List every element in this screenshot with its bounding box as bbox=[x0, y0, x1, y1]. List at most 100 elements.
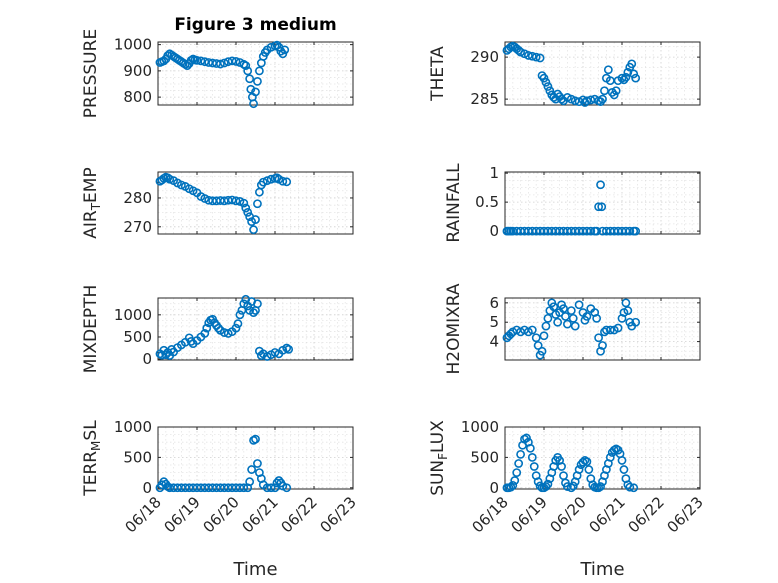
data-point bbox=[282, 177, 292, 187]
y-tick-label: 285 bbox=[470, 90, 499, 108]
y-tick-label: 500 bbox=[123, 328, 152, 346]
data-point bbox=[611, 86, 621, 96]
data-point bbox=[272, 40, 282, 50]
data-point bbox=[165, 174, 175, 184]
data-point bbox=[231, 323, 241, 333]
subplot-mixdepth: 0 500 1000 MIXDEPTH bbox=[81, 285, 354, 374]
x-axis-label: Time bbox=[579, 559, 624, 580]
data-point bbox=[621, 72, 631, 82]
y-tick-label: 270 bbox=[123, 218, 152, 236]
data-point bbox=[256, 351, 266, 360]
y-axis-label: THETA bbox=[428, 46, 448, 102]
data-point bbox=[568, 481, 578, 491]
data-point bbox=[533, 341, 543, 350]
data-point bbox=[253, 299, 262, 309]
data-point bbox=[243, 207, 253, 217]
data-point bbox=[559, 304, 568, 314]
data-point bbox=[196, 56, 206, 66]
x-axis-label: Time bbox=[232, 559, 277, 580]
data-point bbox=[262, 176, 272, 186]
data-point bbox=[603, 65, 613, 75]
data-point bbox=[253, 459, 262, 468]
data-point bbox=[605, 452, 615, 462]
data-point bbox=[239, 198, 249, 208]
data-point bbox=[617, 313, 627, 323]
data-point bbox=[215, 59, 225, 69]
y-tick-label: 0 bbox=[489, 479, 499, 497]
data-point bbox=[512, 468, 522, 477]
data-point bbox=[241, 61, 251, 71]
data-point bbox=[578, 457, 588, 467]
y-axis-label: MIXDEPTH bbox=[81, 285, 101, 374]
data-point bbox=[592, 226, 602, 236]
data-point bbox=[568, 313, 578, 323]
data-point bbox=[631, 226, 641, 236]
data-point bbox=[506, 329, 516, 339]
data-point bbox=[609, 90, 619, 100]
data-point bbox=[527, 325, 537, 335]
data-point bbox=[510, 476, 520, 485]
y-axis-label: RAINFALL bbox=[444, 163, 464, 243]
data-point bbox=[245, 74, 255, 84]
data-point bbox=[596, 482, 605, 491]
data-point bbox=[623, 306, 633, 315]
data-point bbox=[227, 195, 237, 205]
data-point bbox=[545, 86, 555, 96]
data-point bbox=[592, 313, 602, 323]
data-point bbox=[516, 449, 525, 459]
y-tick-label: 0 bbox=[489, 222, 499, 240]
data-point bbox=[598, 94, 607, 104]
data-point bbox=[543, 479, 553, 489]
data-point bbox=[246, 84, 256, 94]
y-tick-label: 0.5 bbox=[475, 193, 499, 211]
data-point bbox=[249, 308, 258, 318]
data-point bbox=[253, 199, 262, 209]
data-point bbox=[176, 180, 186, 190]
data-point bbox=[531, 333, 541, 343]
data-point bbox=[522, 433, 531, 443]
data-point bbox=[543, 313, 553, 323]
data-point bbox=[245, 477, 255, 487]
y-tick-label: 1000 bbox=[114, 306, 152, 324]
data-point bbox=[629, 483, 639, 493]
y-tick-label: 5 bbox=[489, 313, 499, 331]
y-tick-label: 800 bbox=[123, 88, 152, 106]
data-point bbox=[586, 226, 596, 236]
data-point bbox=[623, 67, 633, 77]
data-point bbox=[584, 465, 594, 474]
data-point bbox=[582, 96, 592, 106]
data-point bbox=[605, 325, 615, 335]
data-point bbox=[249, 225, 258, 235]
data-point bbox=[508, 480, 518, 490]
data-point bbox=[574, 300, 584, 310]
data-point bbox=[200, 57, 210, 67]
data-point bbox=[597, 202, 607, 212]
data-point bbox=[557, 94, 566, 104]
y-axis-label: H2OMIXRA bbox=[444, 283, 464, 374]
data-point bbox=[535, 53, 545, 63]
data-point bbox=[251, 87, 260, 97]
data-point bbox=[563, 319, 572, 329]
y-tick-label: 290 bbox=[470, 48, 499, 66]
y-axis-label: SUNFLUX bbox=[428, 420, 450, 496]
data-point bbox=[596, 180, 605, 190]
axes-box bbox=[157, 297, 354, 361]
data-point bbox=[251, 215, 260, 224]
data-point bbox=[631, 73, 641, 83]
data-point bbox=[200, 329, 210, 338]
data-point bbox=[163, 51, 173, 61]
data-point bbox=[280, 45, 290, 55]
data-point bbox=[561, 312, 570, 321]
data-point bbox=[186, 336, 196, 346]
data-point bbox=[531, 52, 541, 62]
data-point bbox=[247, 465, 256, 474]
data-point bbox=[514, 459, 524, 468]
data-point bbox=[235, 310, 245, 320]
data-point bbox=[533, 477, 543, 487]
data-point bbox=[549, 302, 559, 312]
data-point bbox=[527, 51, 537, 61]
data-point bbox=[617, 73, 627, 83]
data-point bbox=[243, 66, 253, 76]
